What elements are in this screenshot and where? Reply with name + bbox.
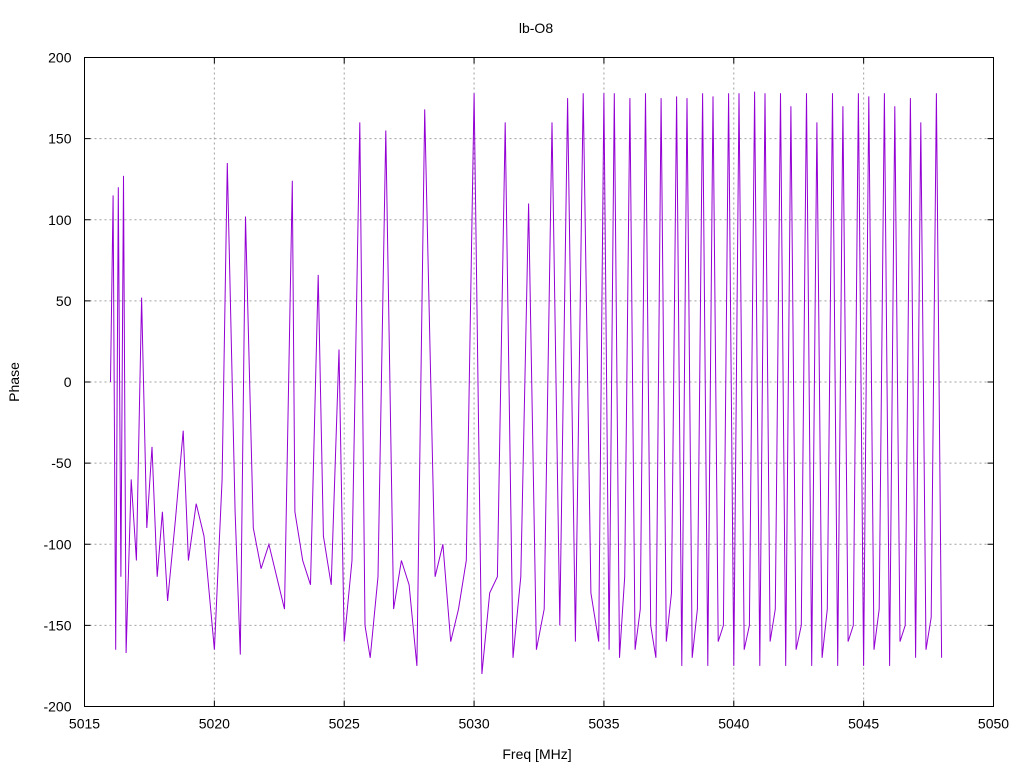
y-axis-ticks: -200 -150 -100 -50 0 50 100 150 200 <box>43 50 994 715</box>
y-tick-label: 150 <box>48 131 72 147</box>
grid-lines <box>84 57 994 707</box>
y-tick-label: 50 <box>56 293 72 309</box>
x-tick-label: 5025 <box>329 716 360 732</box>
y-tick-label: 100 <box>48 212 72 228</box>
x-tick-label: 5015 <box>69 716 100 732</box>
y-tick-label: 0 <box>64 374 72 390</box>
y-tick-label: 200 <box>48 50 72 66</box>
x-axis-label: Freq [MHz] <box>502 746 571 762</box>
series-group <box>110 91 943 675</box>
phase-series-line <box>110 91 943 675</box>
x-axis-ticks: 5015 5020 5025 5030 5035 5040 5045 5050 <box>69 57 1009 732</box>
y-tick-label: -50 <box>51 455 71 471</box>
chart-title: lb-O8 <box>519 20 553 36</box>
y-tick-label: -150 <box>43 617 71 633</box>
x-tick-label: 5045 <box>848 716 879 732</box>
x-tick-label: 5040 <box>718 716 749 732</box>
x-tick-label: 5035 <box>588 716 619 732</box>
y-tick-label: -100 <box>43 536 71 552</box>
y-tick-label: -200 <box>43 699 71 715</box>
x-tick-label: 5050 <box>978 716 1009 732</box>
x-tick-label: 5020 <box>199 716 230 732</box>
x-tick-label: 5030 <box>458 716 489 732</box>
y-axis-label: Phase <box>6 362 22 402</box>
